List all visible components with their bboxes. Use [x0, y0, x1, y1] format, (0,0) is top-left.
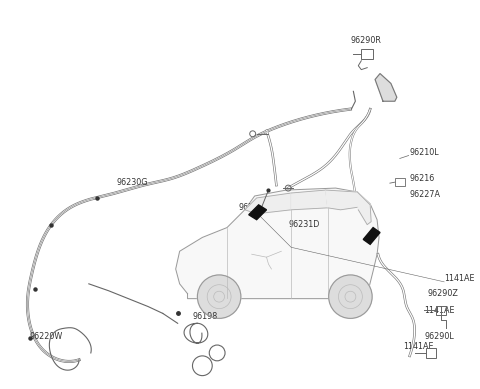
Bar	[426, 348, 436, 358]
Text: 96227A: 96227A	[409, 191, 441, 200]
Text: 96198: 96198	[192, 312, 218, 321]
Bar	[361, 49, 373, 59]
Text: 96230G: 96230G	[117, 178, 148, 187]
Text: 1141AE: 1141AE	[424, 306, 455, 315]
Text: 96290Z: 96290Z	[427, 289, 458, 298]
Polygon shape	[375, 74, 397, 101]
Text: 96210L: 96210L	[409, 148, 439, 157]
Text: 96231D: 96231D	[288, 220, 320, 229]
Text: 96290L: 96290L	[424, 332, 454, 341]
Polygon shape	[245, 193, 291, 214]
Text: 96270B: 96270B	[239, 203, 270, 212]
Polygon shape	[176, 188, 379, 299]
Circle shape	[197, 275, 241, 318]
Polygon shape	[326, 190, 360, 210]
Text: 1141AE: 1141AE	[444, 274, 475, 284]
Polygon shape	[363, 228, 380, 244]
Polygon shape	[357, 192, 371, 224]
Circle shape	[329, 275, 372, 318]
Polygon shape	[249, 205, 266, 220]
Text: 96220W: 96220W	[30, 332, 63, 341]
Polygon shape	[291, 190, 328, 210]
Text: 1141AE: 1141AE	[403, 342, 433, 350]
Text: 96290R: 96290R	[350, 35, 381, 44]
Bar	[395, 178, 405, 186]
Bar	[436, 305, 446, 315]
Text: 96216: 96216	[409, 174, 435, 183]
